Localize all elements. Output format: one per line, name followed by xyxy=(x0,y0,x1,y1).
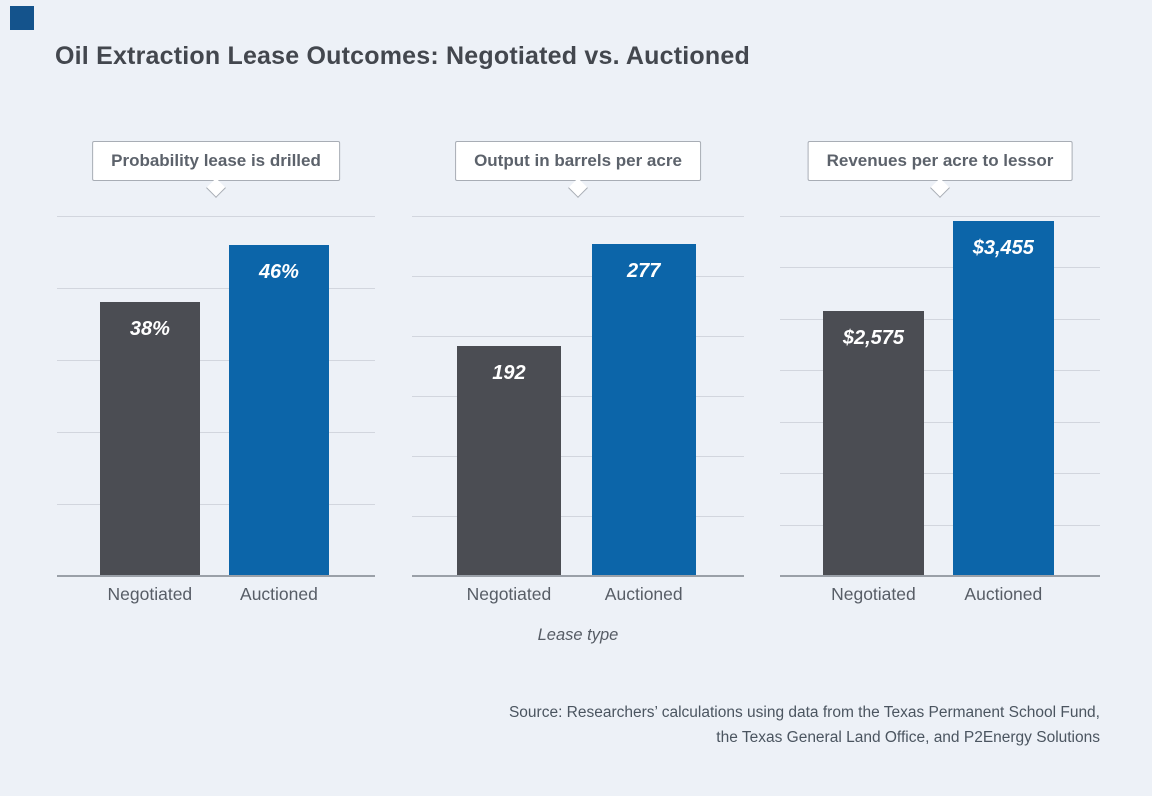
gridline xyxy=(780,525,1100,526)
gridline xyxy=(780,319,1100,320)
category-label-auctioned: Auctioned xyxy=(604,584,683,604)
panel-2: Output in barrels per acre 192 277 Negotiat… xyxy=(412,141,744,681)
x-axis-baseline xyxy=(780,575,1100,577)
x-axis-baseline xyxy=(57,575,375,577)
bar-value-label: $2,575 xyxy=(842,327,904,349)
bar-auctioned: $3,455 xyxy=(953,221,1054,576)
bar-value-label: 38% xyxy=(129,318,170,340)
x-axis-baseline xyxy=(412,575,744,577)
bar-auctioned: 46% xyxy=(229,245,329,576)
gridline xyxy=(780,267,1100,268)
source-note: Source: Researchers’ calculations using … xyxy=(300,701,1100,750)
brand-accent-square xyxy=(10,6,34,30)
category-label-auctioned: Auctioned xyxy=(240,584,318,604)
gridline xyxy=(780,473,1100,474)
gridline xyxy=(780,216,1100,217)
panel-header-callout: Probability lease is drilled xyxy=(92,141,340,181)
bar-value-label: $3,455 xyxy=(972,237,1034,259)
gridline xyxy=(412,516,744,517)
category-label-negotiated: Negotiated xyxy=(466,584,552,604)
gridline xyxy=(57,504,375,505)
gridline xyxy=(412,396,744,397)
gridline xyxy=(57,432,375,433)
callout-pointer xyxy=(930,178,950,198)
bar-negotiated: $2,575 xyxy=(823,311,924,576)
category-label-negotiated: Negotiated xyxy=(831,584,916,604)
bar-value-label: 46% xyxy=(258,261,299,283)
plot-area: 38% 46% xyxy=(57,216,375,577)
panel-header-callout: Revenues per acre to lessor xyxy=(807,141,1073,181)
gridline xyxy=(780,422,1100,423)
category-label-auctioned: Auctioned xyxy=(964,584,1043,604)
callout-pointer xyxy=(568,178,588,198)
x-axis-label: Lease type xyxy=(537,626,619,644)
gridline xyxy=(412,456,744,457)
gridline xyxy=(412,276,744,277)
gridline xyxy=(412,216,744,217)
gridline xyxy=(57,216,375,217)
bar-negotiated: 38% xyxy=(99,302,200,576)
bar-value-label: 192 xyxy=(492,362,526,384)
plot-area: 192 277 xyxy=(412,216,744,577)
plot-area: $2,575 $3,455 xyxy=(780,216,1100,577)
chart-title: Oil Extraction Lease Outcomes: Negotiate… xyxy=(55,42,750,70)
source-line-2: the Texas General Land Office, and P2Ene… xyxy=(716,728,1100,746)
panel-1: Probability lease is drilled 38% 46% Negoti… xyxy=(57,141,375,681)
bar-value-label: 277 xyxy=(627,260,661,282)
gridline xyxy=(412,336,744,337)
bar-negotiated: 192 xyxy=(456,346,562,576)
gridline xyxy=(57,360,375,361)
source-line-1: Source: Researchers’ calculations using … xyxy=(508,704,1100,721)
callout-pointer xyxy=(206,178,226,198)
category-label-negotiated: Negotiated xyxy=(107,584,193,604)
bar-auctioned: 277 xyxy=(591,244,696,576)
panel-3: Revenues per acre to lessor $2,575 $3,455 N… xyxy=(780,141,1100,681)
gridline xyxy=(780,370,1100,371)
gridline xyxy=(57,288,375,289)
panel-header-callout: Output in barrels per acre xyxy=(455,141,701,181)
